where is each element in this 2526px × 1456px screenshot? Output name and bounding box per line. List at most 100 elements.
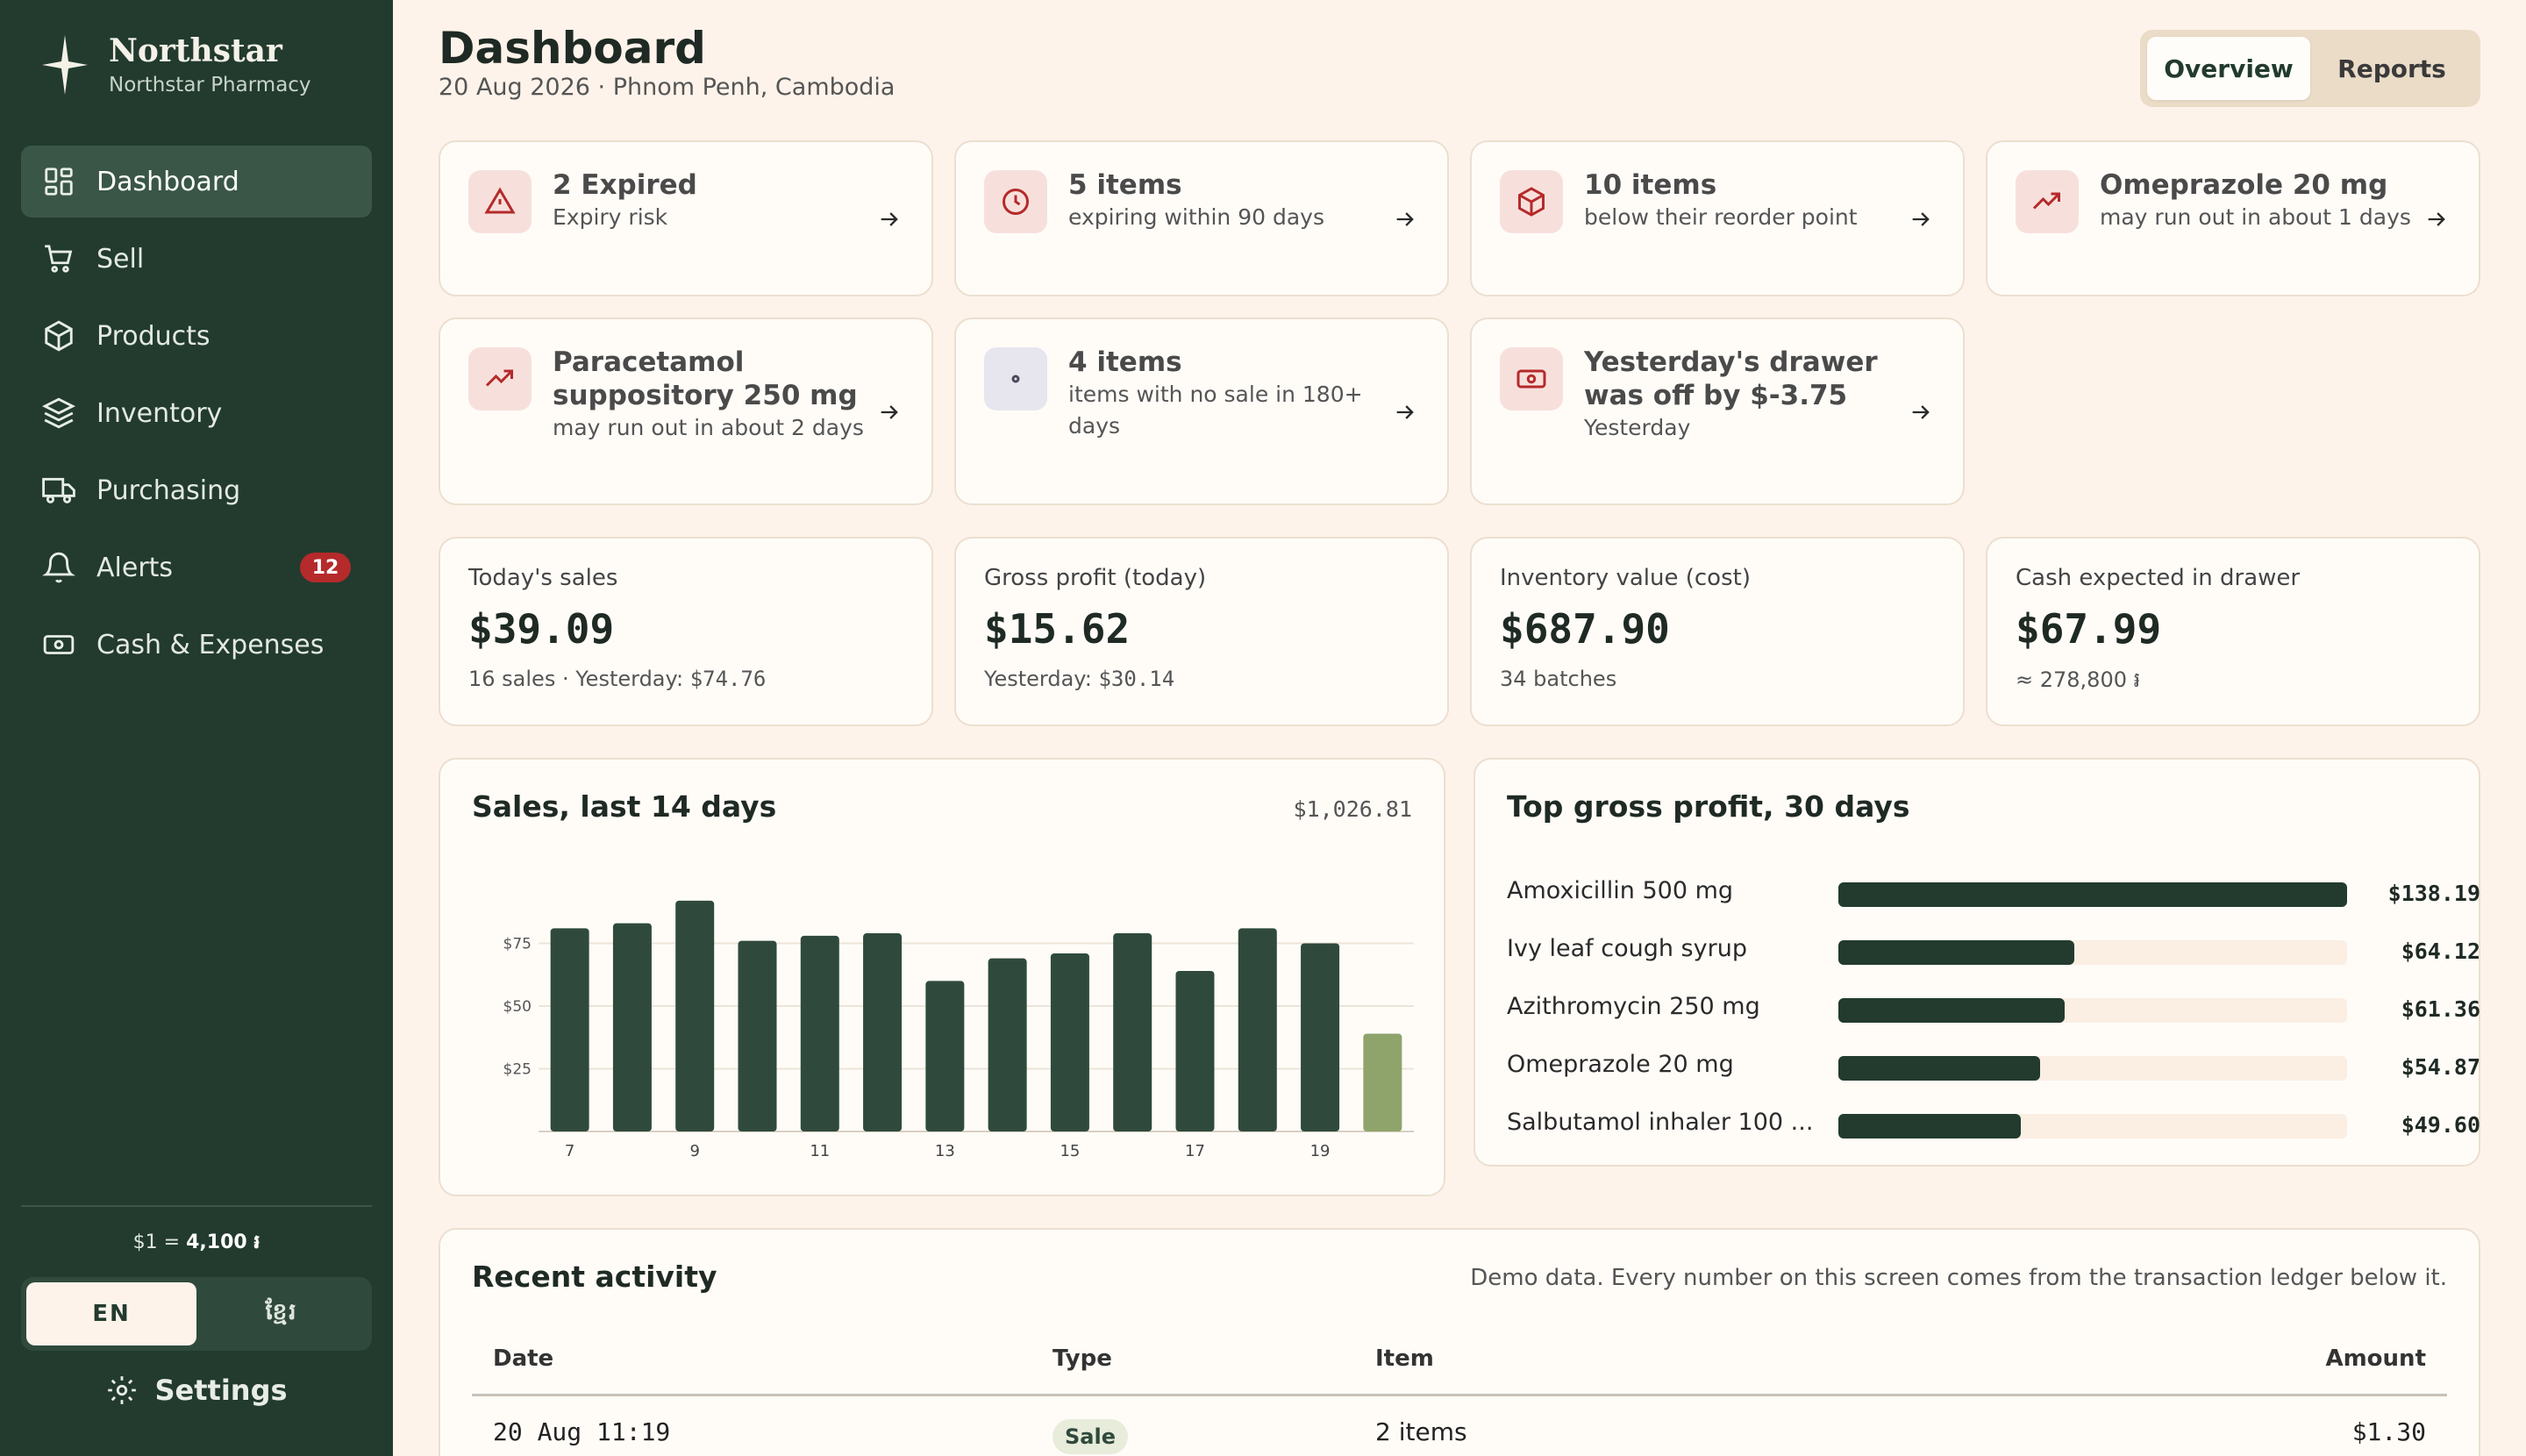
sidebar-item-label: Alerts bbox=[96, 552, 174, 583]
column-header-amount[interactable]: Amount bbox=[2325, 1345, 2426, 1372]
column-header-type[interactable]: Type bbox=[1052, 1345, 1112, 1372]
stat-card-cash-expected: Cash expected in drawer $67.99 ≈ 278,800… bbox=[1986, 537, 2480, 726]
sales-bar bbox=[612, 923, 652, 1131]
column-header-date[interactable]: Date bbox=[493, 1345, 554, 1372]
alert-title: 5 items bbox=[1068, 169, 1182, 201]
alert-description: items with no sale in 180+ days bbox=[1068, 382, 1363, 439]
sidebar-item-label: Products bbox=[96, 320, 210, 352]
x-tick-label: 15 bbox=[1060, 1142, 1080, 1160]
stat-card-today-sales: Today's sales $39.09 16 sales · Yesterda… bbox=[439, 537, 933, 726]
settings-label: Settings bbox=[154, 1374, 288, 1407]
sales-chart-title: Sales, last 14 days bbox=[472, 789, 777, 824]
alert-card-reorder[interactable]: 10 items below their reorder point bbox=[1470, 140, 1965, 296]
box-icon bbox=[1500, 170, 1563, 233]
alert-title: 10 items bbox=[1584, 169, 1717, 201]
language-khmer-button[interactable]: ខ្មែរ bbox=[265, 1299, 298, 1325]
truck-icon bbox=[42, 474, 75, 507]
arrow-right-icon bbox=[1912, 212, 1930, 226]
alert-card-expired[interactable]: 2 Expired Expiry risk bbox=[439, 140, 933, 296]
cash-icon bbox=[1500, 347, 1563, 410]
alert-title: Omeprazole 20 mg bbox=[2100, 169, 2388, 201]
x-tick-label: 9 bbox=[689, 1142, 699, 1160]
top-profit-row[interactable]: Amoxicillin 500 mg $138.19 bbox=[1507, 874, 2480, 909]
sales-bar bbox=[988, 958, 1027, 1131]
alert-card-stockout-omeprazole[interactable]: Omeprazole 20 mg may run out in about 1 … bbox=[1986, 140, 2480, 296]
exchange-rate: $1 = 4,100 ៛ bbox=[0, 1230, 393, 1258]
language-switcher: EN ខ្មែរ bbox=[21, 1277, 372, 1351]
sales-bar bbox=[738, 940, 777, 1131]
top-profit-row[interactable]: Azithromycin 250 mg $61.36 bbox=[1507, 989, 2480, 1024]
sidebar-item-products[interactable]: Products bbox=[21, 300, 372, 372]
alert-card-expiring[interactable]: 5 items expiring within 90 days bbox=[954, 140, 1449, 296]
sidebar-item-sell[interactable]: Sell bbox=[21, 223, 372, 295]
sales-bar bbox=[675, 900, 715, 1131]
exchange-rate-prefix: $1 = bbox=[132, 1231, 187, 1253]
top-profit-value: $49.60 bbox=[2401, 1112, 2480, 1138]
top-profit-product-name: Salbutamol inhaler 100 ... bbox=[1507, 1109, 1814, 1136]
arrow-right-icon bbox=[1396, 212, 1414, 226]
stat-footnote: ≈ 278,800 ៛ bbox=[2016, 667, 2140, 697]
top-profit-value: $64.12 bbox=[2401, 939, 2480, 964]
x-tick-label: 11 bbox=[810, 1142, 830, 1160]
stat-footnote: 16 sales · Yesterday: $74.76 bbox=[468, 667, 766, 691]
row-amount: $1.30 bbox=[2351, 1417, 2426, 1446]
sidebar-item-dashboard[interactable]: Dashboard bbox=[21, 146, 372, 218]
alert-title: 2 Expired bbox=[553, 169, 697, 201]
y-tick-label: $75 bbox=[503, 936, 532, 953]
stat-value: $687.90 bbox=[1500, 605, 1670, 653]
sidebar: Northstar Northstar Pharmacy Dashboard S… bbox=[0, 0, 393, 1456]
alert-description: may run out in about 2 days bbox=[553, 415, 864, 440]
top-profit-title: Top gross profit, 30 days bbox=[1507, 789, 1910, 824]
warning-triangle-icon bbox=[468, 170, 532, 233]
sales-bar bbox=[800, 935, 839, 1131]
alert-description: may run out in about 1 days bbox=[2100, 204, 2411, 230]
arrow-right-icon bbox=[1396, 405, 1414, 419]
gear-icon bbox=[105, 1374, 139, 1407]
top-profit-row[interactable]: Ivy leaf cough syrup $64.12 bbox=[1507, 931, 2480, 967]
alert-card-dead-stock[interactable]: 4 items items with no sale in 180+ days bbox=[954, 318, 1449, 505]
alert-description: below their reorder point bbox=[1584, 204, 1858, 230]
sales-bar bbox=[1113, 933, 1152, 1131]
alert-card-drawer-variance[interactable]: Yesterday's drawer was off by $-3.75 Yes… bbox=[1470, 318, 1965, 505]
box-icon bbox=[42, 319, 75, 353]
brand[interactable]: Northstar Northstar Pharmacy bbox=[40, 32, 311, 98]
stat-card-inventory-value: Inventory value (cost) $687.90 34 batche… bbox=[1470, 537, 1965, 726]
sidebar-divider bbox=[21, 1205, 372, 1207]
top-profit-product-name: Azithromycin 250 mg bbox=[1507, 993, 1760, 1020]
stat-footnote-value: $74.76 bbox=[689, 667, 767, 691]
sidebar-item-alerts[interactable]: Alerts 12 bbox=[21, 532, 372, 603]
alert-card-stockout-paracetamol[interactable]: Paracetamol suppository 250 mg may run o… bbox=[439, 318, 933, 505]
stat-value: $67.99 bbox=[2016, 605, 2162, 653]
sidebar-item-inventory[interactable]: Inventory bbox=[21, 377, 372, 449]
x-tick-label: 7 bbox=[565, 1142, 574, 1160]
grid-icon bbox=[42, 165, 75, 198]
column-header-item[interactable]: Item bbox=[1375, 1345, 1434, 1372]
tab-overview[interactable]: Overview bbox=[2147, 37, 2310, 100]
brand-subtitle: Northstar Pharmacy bbox=[109, 74, 311, 96]
sales-bar bbox=[863, 933, 903, 1131]
brand-name: Northstar bbox=[109, 32, 282, 69]
sidebar-item-cash-expenses[interactable]: Cash & Expenses bbox=[21, 609, 372, 681]
top-profit-value: $138.19 bbox=[2387, 881, 2480, 906]
stat-value: $15.62 bbox=[984, 605, 1131, 653]
recent-activity-panel: Recent activity Demo data. Every number … bbox=[439, 1228, 2480, 1456]
sidebar-item-label: Sell bbox=[96, 243, 145, 275]
top-profit-product-name: Amoxicillin 500 mg bbox=[1507, 877, 1734, 904]
table-header: Date Type Item Amount bbox=[472, 1333, 2447, 1396]
top-profit-row[interactable]: Salbutamol inhaler 100 ... $49.60 bbox=[1507, 1105, 2480, 1140]
top-profit-bar-track bbox=[1838, 882, 2347, 907]
sales-total: $1,026.81 bbox=[1293, 796, 1412, 822]
sales-bar bbox=[1363, 1033, 1402, 1131]
north-star-logo-icon bbox=[42, 35, 88, 95]
stat-card-gross-profit: Gross profit (today) $15.62 Yesterday: $… bbox=[954, 537, 1449, 726]
table-row[interactable]: 20 Aug 11:19 Sale 2 items $1.30 bbox=[472, 1398, 2447, 1456]
alert-description: expiring within 90 days bbox=[1068, 204, 1324, 230]
tab-reports[interactable]: Reports bbox=[2337, 54, 2446, 83]
settings-button[interactable]: Settings bbox=[0, 1374, 393, 1407]
top-profit-row[interactable]: Omeprazole 20 mg $54.87 bbox=[1507, 1047, 2480, 1082]
language-english-button[interactable]: EN bbox=[26, 1282, 196, 1345]
stat-label: Gross profit (today) bbox=[984, 565, 1207, 591]
sidebar-item-purchasing[interactable]: Purchasing bbox=[21, 454, 372, 526]
sidebar-item-label: Purchasing bbox=[96, 475, 241, 506]
stat-footnote-text: 34 batches bbox=[1500, 667, 1617, 691]
